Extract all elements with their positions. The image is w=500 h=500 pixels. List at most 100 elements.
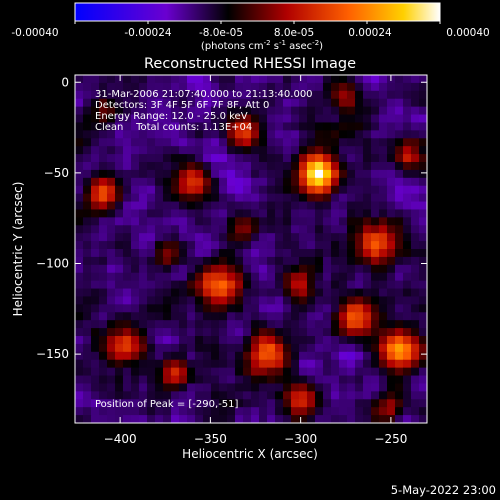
heatmap-cell <box>187 225 196 234</box>
heatmap-cell <box>139 367 148 377</box>
plot-frame <box>74 74 428 424</box>
heatmap-cell <box>395 296 404 305</box>
heatmap-cell <box>299 233 308 242</box>
heatmap-cell <box>259 343 268 353</box>
heatmap-cell <box>267 272 276 282</box>
heatmap-cell <box>291 391 300 400</box>
heatmap-cell <box>203 130 212 139</box>
heatmap-cell <box>163 217 172 226</box>
heatmap-cell <box>171 359 180 369</box>
heatmap-cell <box>347 375 356 385</box>
heatmap-cell <box>75 146 84 155</box>
heatmap-cell <box>203 209 212 218</box>
heatmap-cell <box>131 272 140 282</box>
heatmap-cell <box>251 225 260 234</box>
heatmap-cell <box>147 154 156 163</box>
heatmap-cell <box>251 233 260 242</box>
heatmap-cell <box>339 249 348 258</box>
heatmap-cell <box>355 162 364 171</box>
heatmap-cell <box>251 391 260 400</box>
heatmap-cell <box>163 391 172 400</box>
heatmap-cell <box>147 138 156 147</box>
heatmap-cell <box>211 351 220 361</box>
heatmap-cell <box>299 75 308 84</box>
heatmap-cell <box>227 201 236 211</box>
colorbar-tick-label: 8.0e-05 <box>274 27 314 39</box>
heatmap-cell <box>331 162 340 171</box>
heatmap-cell <box>211 217 220 226</box>
heatmap-cell <box>299 82 308 92</box>
heatmap-cell <box>155 177 164 187</box>
heatmap-cell <box>131 114 140 124</box>
heatmap-cell <box>299 391 308 400</box>
heatmap-cell <box>355 375 364 385</box>
heatmap-cell <box>267 185 276 195</box>
heatmap-cell <box>275 162 284 171</box>
heatmap-cell <box>419 288 427 298</box>
heatmap-cell <box>283 90 292 100</box>
heatmap-cell <box>235 391 244 400</box>
heatmap-cell <box>331 225 340 234</box>
heatmap-cell <box>323 256 332 266</box>
heatmap-cell <box>283 272 292 282</box>
heatmap-cell <box>163 288 172 298</box>
heatmap-cell <box>195 312 204 321</box>
heatmap-cell <box>235 162 244 171</box>
heatmap-cell <box>203 225 212 234</box>
heatmap-cell <box>299 122 308 131</box>
heatmap-cell <box>323 343 332 353</box>
heatmap-cell <box>251 264 260 274</box>
heatmap-cell <box>331 399 340 408</box>
heatmap-cell <box>267 138 276 147</box>
heatmap-cell <box>155 351 164 361</box>
heatmap-cell <box>307 225 316 234</box>
heatmap-cell <box>347 272 356 282</box>
heatmap-cell <box>299 162 308 171</box>
heatmap-cell <box>275 320 284 329</box>
heatmap-cell <box>107 304 116 313</box>
heatmap-cell <box>339 201 348 211</box>
heatmap-cell <box>267 241 276 250</box>
heatmap-cell <box>115 217 124 226</box>
heatmap-cell <box>83 225 92 234</box>
heatmap-cell <box>331 122 340 131</box>
heatmap-cell <box>139 249 148 258</box>
heatmap-cell <box>291 233 300 242</box>
heatmap-cell <box>403 201 412 211</box>
heatmap-cell <box>171 399 180 408</box>
heatmap-cell <box>211 312 220 321</box>
heatmap-cell <box>387 256 396 266</box>
heatmap-cell <box>299 114 308 124</box>
heatmap-cell <box>107 114 116 124</box>
heatmap-cell <box>187 415 196 423</box>
heatmap-cell <box>307 375 316 385</box>
heatmap-cell <box>147 217 156 226</box>
heatmap-cell <box>291 288 300 298</box>
heatmap-cell <box>163 304 172 313</box>
heatmap-cell <box>307 75 316 84</box>
heatmap-cell <box>75 288 84 298</box>
heatmap-cell <box>179 415 188 423</box>
heatmap-cell <box>171 209 180 218</box>
heatmap-cell <box>331 130 340 139</box>
heatmap-cell <box>307 193 316 203</box>
heatmap-cell <box>371 114 380 124</box>
heatmap-cell <box>259 304 268 313</box>
heatmap-cell <box>259 241 268 250</box>
heatmap-cell <box>107 415 116 423</box>
heatmap-cell <box>323 82 332 92</box>
heatmap-cell <box>211 209 220 218</box>
heatmap-cell <box>347 383 356 392</box>
heatmap-cell <box>363 106 372 116</box>
heatmap-cell <box>371 320 380 329</box>
heatmap-cell <box>147 233 156 242</box>
heatmap-cell <box>331 375 340 385</box>
heatmap-cell <box>187 375 196 385</box>
heatmap-cell <box>251 130 260 139</box>
heatmap-cell <box>243 407 252 416</box>
heatmap-cell <box>267 249 276 258</box>
heatmap-cell <box>355 383 364 392</box>
heatmap-cell <box>179 106 188 116</box>
heatmap-cell <box>307 162 316 171</box>
heatmap-cell <box>299 272 308 282</box>
